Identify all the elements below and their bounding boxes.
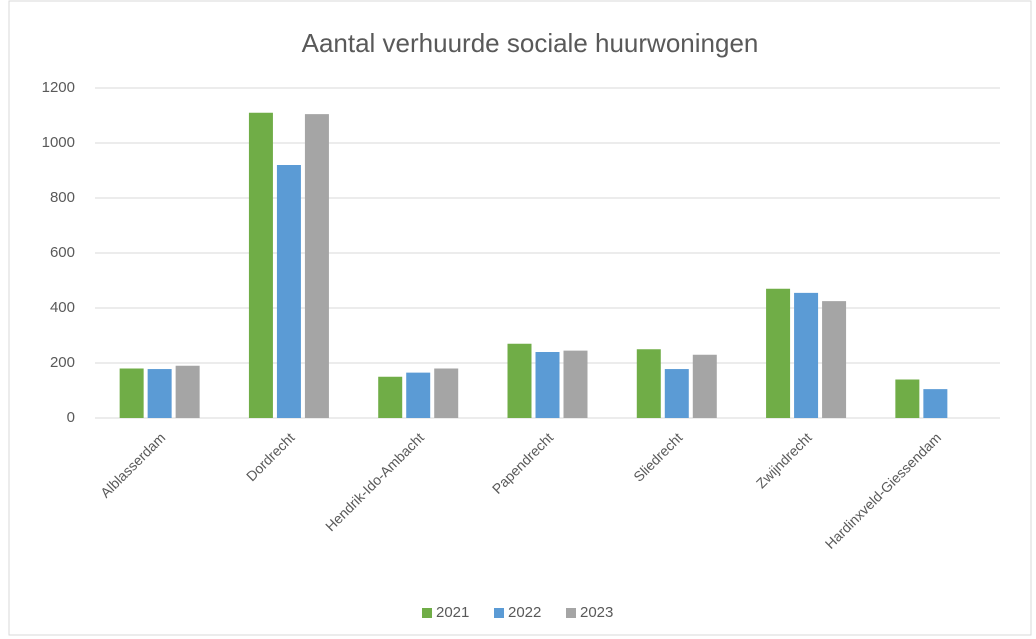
bar bbox=[692, 354, 717, 418]
bar bbox=[248, 112, 273, 418]
bar bbox=[147, 369, 172, 418]
legend-swatch bbox=[566, 608, 576, 618]
bar bbox=[563, 350, 588, 418]
legend-label: 2022 bbox=[508, 604, 541, 621]
y-tick-label: 400 bbox=[50, 299, 75, 316]
legend-label: 2023 bbox=[580, 604, 613, 621]
bar bbox=[636, 349, 661, 418]
bar bbox=[304, 114, 329, 418]
y-tick-label: 1200 bbox=[42, 79, 75, 96]
y-tick-label: 600 bbox=[50, 244, 75, 261]
bar bbox=[434, 368, 459, 418]
bar bbox=[119, 368, 144, 418]
bar bbox=[406, 372, 431, 418]
bar bbox=[895, 379, 920, 418]
bar bbox=[822, 301, 847, 418]
y-tick-label: 800 bbox=[50, 189, 75, 206]
bar bbox=[766, 288, 791, 418]
bar bbox=[276, 165, 301, 418]
bar bbox=[664, 369, 689, 418]
bar bbox=[923, 389, 948, 418]
chart-border bbox=[8, 0, 1032, 636]
legend-swatch bbox=[494, 608, 504, 618]
bar bbox=[378, 376, 403, 418]
bar bbox=[507, 343, 532, 418]
bar bbox=[535, 352, 560, 418]
bar bbox=[794, 292, 819, 418]
y-tick-label: 200 bbox=[50, 354, 75, 371]
y-tick-label: 1000 bbox=[42, 134, 75, 151]
chart-title: Aantal verhuurde sociale huurwoningen bbox=[302, 28, 759, 58]
y-tick-label: 0 bbox=[67, 409, 75, 426]
legend-swatch bbox=[422, 608, 432, 618]
legend-label: 2021 bbox=[436, 604, 469, 621]
bar bbox=[175, 365, 200, 418]
